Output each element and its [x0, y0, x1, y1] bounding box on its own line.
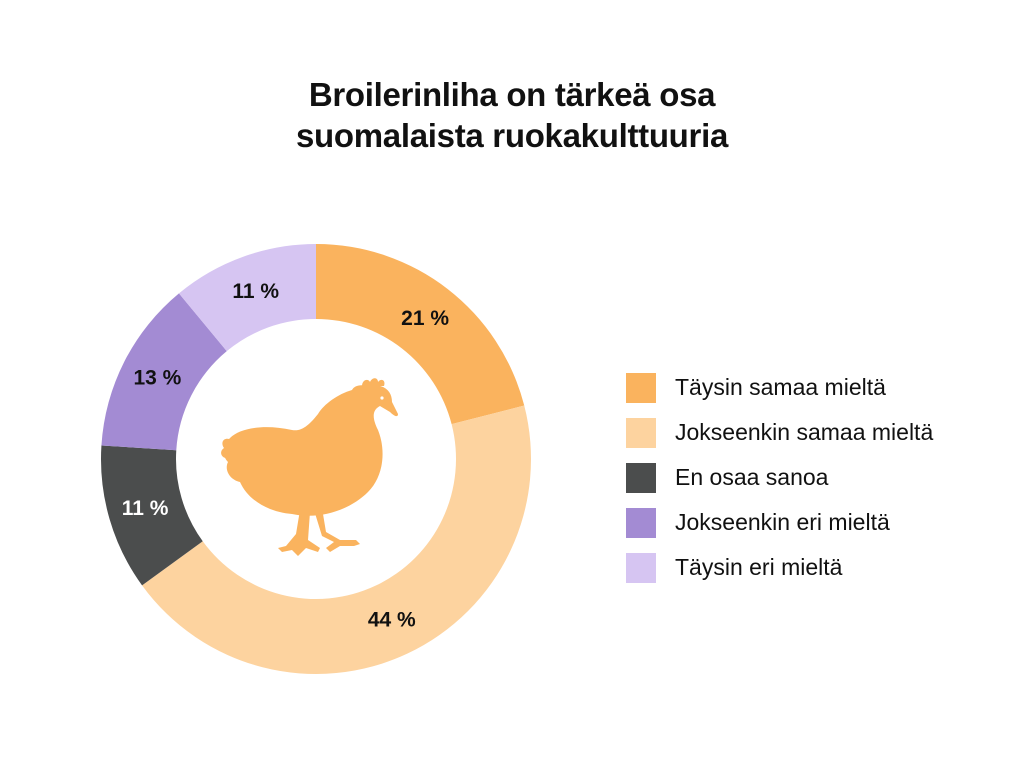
- donut-slice-3: [100, 445, 203, 586]
- chicken-tail: [221, 438, 232, 459]
- chicken-leg-back: [278, 510, 320, 556]
- legend-item-1: Täysin samaa mieltä: [626, 365, 933, 410]
- chart-title: Broilerinliha on tärkeä osa suomalaista …: [0, 74, 1024, 156]
- legend-item-3: En osaa sanoa: [626, 455, 933, 500]
- legend-label-3: En osaa sanoa: [675, 464, 829, 490]
- slice-value-label-5: 11 %: [232, 280, 279, 303]
- donut-chart: 21 % 44 % 11 % 13 % 11 %: [100, 244, 531, 674]
- slice-value-label-4: 13 %: [133, 367, 181, 390]
- chart-title-line1: Broilerinliha on tärkeä osa: [308, 76, 716, 113]
- legend-swatch-2: [626, 417, 656, 448]
- legend-item-4: Jokseenkin eri mieltä: [626, 500, 933, 545]
- donut-slice-4: [101, 293, 227, 451]
- donut-slice-1: [316, 244, 525, 425]
- legend-item-2: Jokseenkin samaa mieltä: [626, 410, 933, 455]
- legend-label-2: Jokseenkin samaa mieltä: [675, 419, 934, 445]
- legend-label-1: Täysin samaa mieltä: [675, 374, 886, 400]
- legend-swatch-1: [626, 372, 656, 403]
- chart-legend: Täysin samaa mieltä Jokseenkin samaa miel…: [626, 365, 933, 590]
- donut-slice-2: [142, 405, 531, 674]
- chicken-body: [223, 383, 398, 516]
- chicken-eye: [380, 396, 384, 400]
- slice-value-label-1: 21 %: [401, 307, 449, 330]
- donut-slices: [100, 244, 531, 674]
- legend-label-5: Täysin eri mieltä: [675, 554, 843, 580]
- legend-swatch-3: [626, 462, 656, 493]
- chart-title-line2: suomalaista ruokakulttuuria: [295, 117, 729, 154]
- slice-value-label-2: 44 %: [368, 609, 416, 632]
- chicken-comb: [362, 378, 385, 386]
- chicken-icon: [221, 378, 398, 556]
- donut-slice-5: [178, 244, 316, 352]
- legend-swatch-5: [626, 552, 656, 583]
- legend-swatch-4: [626, 507, 656, 538]
- legend-label-4: Jokseenkin eri mieltä: [675, 509, 890, 535]
- chicken-leg-front: [314, 508, 360, 552]
- legend-item-5: Täysin eri mieltä: [626, 545, 933, 590]
- donut-value-labels: 21 % 44 % 11 % 13 % 11 %: [122, 280, 450, 632]
- slice-value-label-3: 11 %: [122, 497, 169, 520]
